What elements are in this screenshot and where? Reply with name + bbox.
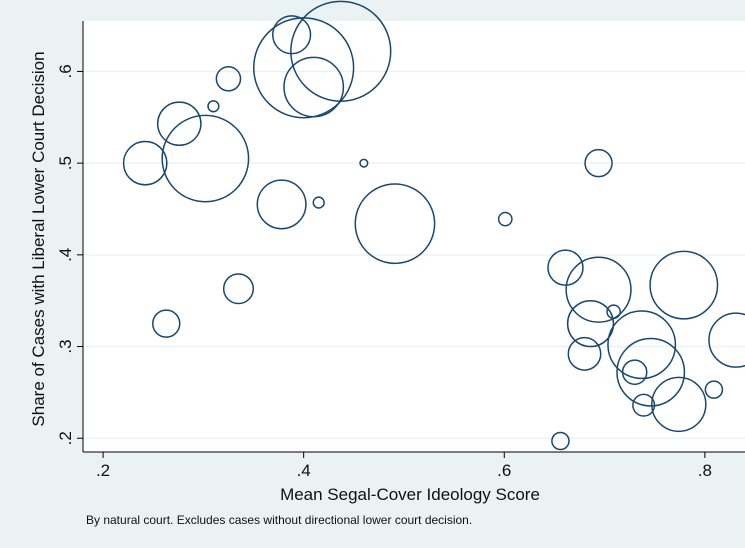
x-tick-label-0: .2 <box>96 461 110 480</box>
y-tick-label-4: .6 <box>56 64 75 78</box>
data-point-3 <box>161 114 250 203</box>
y-tick-label-2: .4 <box>56 248 75 262</box>
data-point-17 <box>547 249 584 286</box>
y-tick-label-1: .3 <box>56 339 75 353</box>
data-point-16 <box>551 431 570 451</box>
data-point-26 <box>616 337 686 407</box>
y-ticks: .2 .3 .4 .5 .6 <box>56 64 83 445</box>
data-point-30 <box>708 312 745 368</box>
data-point-18 <box>567 336 602 371</box>
data-point-7 <box>256 179 307 230</box>
gridlines <box>83 70 745 439</box>
data-point-15 <box>497 211 513 227</box>
data-point-12 <box>290 0 392 102</box>
data-point-4 <box>207 100 220 113</box>
data-point-29 <box>704 380 724 399</box>
x-axis-title: Mean Segal-Cover Ideology Score <box>280 485 540 504</box>
y-axis-title: Share of Cases with Liberal Lower Court … <box>29 51 48 426</box>
x-ticks: .2 .4 .6 .8 <box>96 452 712 480</box>
data-point-27 <box>651 376 707 433</box>
points-layer <box>122 0 745 451</box>
data-point-13 <box>359 158 369 168</box>
y-tick-label-0: .2 <box>56 431 75 445</box>
data-point-5 <box>215 65 242 92</box>
data-point-14 <box>354 183 436 265</box>
x-tick-label-2: .6 <box>497 461 511 480</box>
data-point-1 <box>152 309 181 338</box>
x-tick-label-1: .4 <box>297 461 311 480</box>
plot-area <box>83 21 745 452</box>
data-point-2 <box>156 101 202 147</box>
chart-note: By natural court. Excludes cases without… <box>86 513 472 527</box>
data-point-10 <box>283 56 345 118</box>
data-point-0 <box>122 140 168 186</box>
data-point-21 <box>565 256 632 323</box>
data-point-20 <box>584 148 613 178</box>
data-point-24 <box>607 310 677 380</box>
data-point-11 <box>312 196 325 209</box>
x-tick-label-3: .8 <box>698 461 712 480</box>
data-point-22 <box>606 304 621 320</box>
data-point-19 <box>566 299 615 348</box>
data-point-28 <box>649 250 719 320</box>
data-point-6 <box>222 273 255 305</box>
y-tick-label-3: .5 <box>56 156 75 170</box>
